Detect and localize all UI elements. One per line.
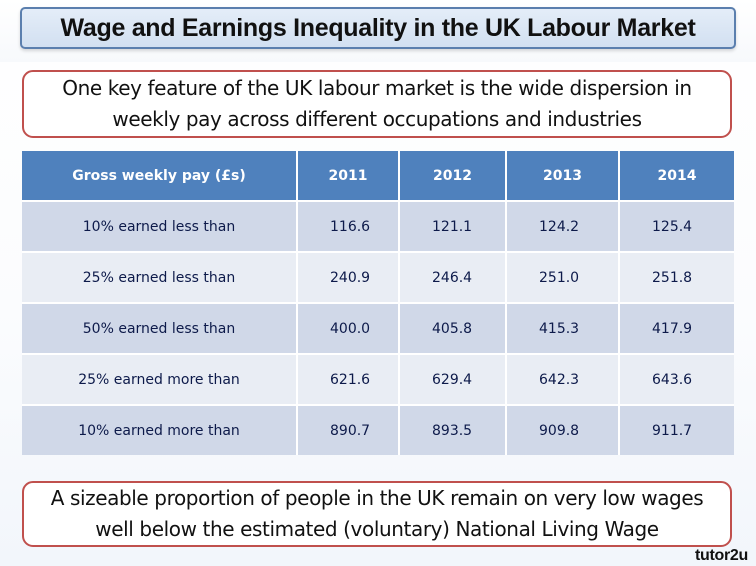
intro-callout-line-1: One key feature of the UK labour market … — [62, 76, 692, 100]
value-cell: 890.7 — [296, 404, 399, 455]
weekly-pay-table: Gross weekly pay (£s) 2011 2012 2013 201… — [22, 151, 734, 455]
value-cell: 121.1 — [398, 200, 506, 252]
value-cell: 643.6 — [618, 353, 734, 405]
header-2013: 2013 — [505, 151, 619, 201]
row-label: 25% earned less than — [22, 251, 297, 303]
value-cell: 125.4 — [618, 200, 734, 252]
value-cell: 642.3 — [505, 353, 619, 405]
row-label: 10% earned less than — [22, 200, 297, 252]
header-gross-weekly-pay: Gross weekly pay (£s) — [22, 151, 297, 201]
conclusion-callout-line-1: A sizeable proportion of people in the U… — [50, 486, 704, 510]
value-cell: 405.8 — [398, 302, 506, 354]
value-cell: 417.9 — [618, 302, 734, 354]
intro-callout: One key feature of the UK labour market … — [22, 70, 732, 138]
value-cell: 400.0 — [296, 302, 399, 354]
page-title: Wage and Earnings Inequality in the UK L… — [60, 13, 696, 42]
logo-text: tutor2u — [694, 547, 748, 564]
table-row: 10% earned more than 890.7 893.5 909.8 9… — [22, 404, 734, 455]
header-2011: 2011 — [296, 151, 399, 201]
value-cell: 251.8 — [618, 251, 734, 303]
row-label: 50% earned less than — [22, 302, 297, 354]
value-cell: 246.4 — [398, 251, 506, 303]
value-cell: 621.6 — [296, 353, 399, 405]
conclusion-callout-line-2: well below the estimated (voluntary) Nat… — [95, 517, 659, 541]
table-row: 10% earned less than 116.6 121.1 124.2 1… — [22, 200, 734, 252]
value-cell: 116.6 — [296, 200, 399, 252]
conclusion-callout: A sizeable proportion of people in the U… — [22, 481, 732, 547]
table-row: 50% earned less than 400.0 405.8 415.3 4… — [22, 302, 734, 354]
value-cell: 629.4 — [398, 353, 506, 405]
intro-callout-line-2: weekly pay across different occupations … — [112, 107, 642, 131]
row-label: 10% earned more than — [22, 404, 297, 455]
value-cell: 415.3 — [505, 302, 619, 354]
value-cell: 911.7 — [618, 404, 734, 455]
tutor2u-logo: tutor2u — [695, 547, 748, 565]
value-cell: 893.5 — [398, 404, 506, 455]
value-cell: 909.8 — [505, 404, 619, 455]
row-label: 25% earned more than — [22, 353, 297, 405]
value-cell: 124.2 — [505, 200, 619, 252]
table-header-row: Gross weekly pay (£s) 2011 2012 2013 201… — [22, 151, 734, 201]
header-2012: 2012 — [398, 151, 506, 201]
header-2014: 2014 — [618, 151, 734, 201]
title-banner: Wage and Earnings Inequality in the UK L… — [20, 7, 736, 49]
table-row: 25% earned more than 621.6 629.4 642.3 6… — [22, 353, 734, 405]
value-cell: 251.0 — [505, 251, 619, 303]
table-row: 25% earned less than 240.9 246.4 251.0 2… — [22, 251, 734, 303]
value-cell: 240.9 — [296, 251, 399, 303]
